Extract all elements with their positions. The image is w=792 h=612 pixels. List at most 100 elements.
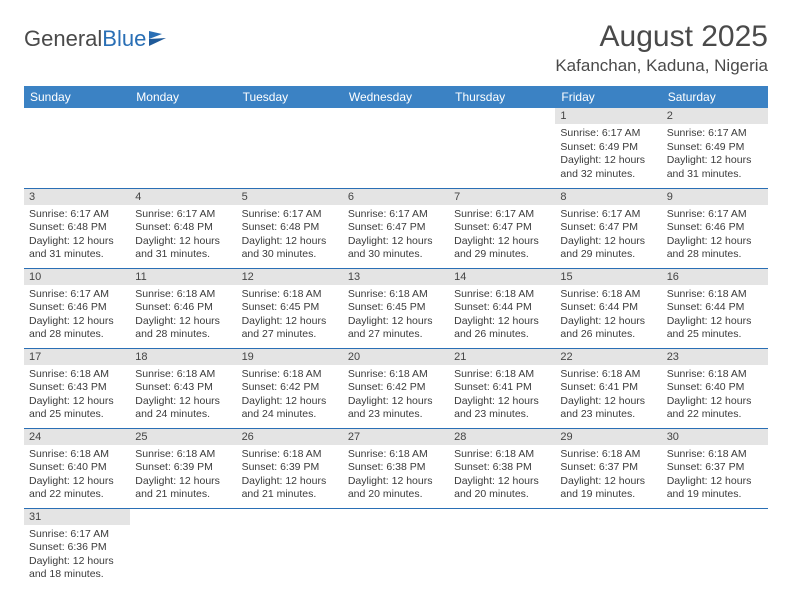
day-number: 27 [343, 429, 449, 445]
location: Kafanchan, Kaduna, Nigeria [555, 56, 768, 76]
day-text: Sunrise: 6:17 AMSunset: 6:46 PMDaylight:… [24, 285, 130, 348]
calendar-cell: 6Sunrise: 6:17 AMSunset: 6:47 PMDaylight… [343, 188, 449, 268]
calendar-cell [343, 508, 449, 588]
day-text: Sunrise: 6:18 AMSunset: 6:39 PMDaylight:… [237, 445, 343, 508]
calendar-cell: 23Sunrise: 6:18 AMSunset: 6:40 PMDayligh… [662, 348, 768, 428]
day-text: Sunrise: 6:18 AMSunset: 6:41 PMDaylight:… [555, 365, 661, 428]
day-number: 12 [237, 269, 343, 285]
calendar-cell: 18Sunrise: 6:18 AMSunset: 6:43 PMDayligh… [130, 348, 236, 428]
day-text: Sunrise: 6:17 AMSunset: 6:47 PMDaylight:… [343, 205, 449, 268]
calendar-cell: 26Sunrise: 6:18 AMSunset: 6:39 PMDayligh… [237, 428, 343, 508]
flag-icon [148, 30, 170, 48]
day-number: 7 [449, 189, 555, 205]
calendar-cell: 22Sunrise: 6:18 AMSunset: 6:41 PMDayligh… [555, 348, 661, 428]
day-header: Thursday [449, 86, 555, 108]
day-number: 10 [24, 269, 130, 285]
calendar-cell: 9Sunrise: 6:17 AMSunset: 6:46 PMDaylight… [662, 188, 768, 268]
day-number: 25 [130, 429, 236, 445]
day-number: 14 [449, 269, 555, 285]
calendar-cell: 17Sunrise: 6:18 AMSunset: 6:43 PMDayligh… [24, 348, 130, 428]
month-title: August 2025 [555, 20, 768, 54]
day-number: 9 [662, 189, 768, 205]
day-number: 20 [343, 349, 449, 365]
logo: GeneralBlue [24, 26, 170, 52]
day-number: 3 [24, 189, 130, 205]
calendar-cell: 20Sunrise: 6:18 AMSunset: 6:42 PMDayligh… [343, 348, 449, 428]
day-text: Sunrise: 6:18 AMSunset: 6:45 PMDaylight:… [343, 285, 449, 348]
day-header: Wednesday [343, 86, 449, 108]
calendar-head: SundayMondayTuesdayWednesdayThursdayFrid… [24, 86, 768, 108]
calendar-cell: 25Sunrise: 6:18 AMSunset: 6:39 PMDayligh… [130, 428, 236, 508]
day-number: 4 [130, 189, 236, 205]
calendar-cell: 8Sunrise: 6:17 AMSunset: 6:47 PMDaylight… [555, 188, 661, 268]
calendar-cell: 7Sunrise: 6:17 AMSunset: 6:47 PMDaylight… [449, 188, 555, 268]
title-block: August 2025 Kafanchan, Kaduna, Nigeria [555, 20, 768, 76]
day-text: Sunrise: 6:18 AMSunset: 6:39 PMDaylight:… [130, 445, 236, 508]
day-header: Monday [130, 86, 236, 108]
logo-text-1: General [24, 26, 102, 52]
calendar-cell: 27Sunrise: 6:18 AMSunset: 6:38 PMDayligh… [343, 428, 449, 508]
calendar-cell: 21Sunrise: 6:18 AMSunset: 6:41 PMDayligh… [449, 348, 555, 428]
day-text: Sunrise: 6:18 AMSunset: 6:45 PMDaylight:… [237, 285, 343, 348]
day-number: 28 [449, 429, 555, 445]
day-header: Saturday [662, 86, 768, 108]
calendar-body: 1Sunrise: 6:17 AMSunset: 6:49 PMDaylight… [24, 108, 768, 588]
calendar-cell: 12Sunrise: 6:18 AMSunset: 6:45 PMDayligh… [237, 268, 343, 348]
day-text: Sunrise: 6:18 AMSunset: 6:42 PMDaylight:… [343, 365, 449, 428]
day-text: Sunrise: 6:18 AMSunset: 6:41 PMDaylight:… [449, 365, 555, 428]
calendar-cell [449, 108, 555, 188]
day-number: 31 [24, 509, 130, 525]
day-number: 2 [662, 108, 768, 124]
day-number: 26 [237, 429, 343, 445]
calendar: SundayMondayTuesdayWednesdayThursdayFrid… [24, 86, 768, 588]
day-number: 11 [130, 269, 236, 285]
day-number: 13 [343, 269, 449, 285]
day-text: Sunrise: 6:18 AMSunset: 6:43 PMDaylight:… [130, 365, 236, 428]
calendar-cell: 1Sunrise: 6:17 AMSunset: 6:49 PMDaylight… [555, 108, 661, 188]
day-text: Sunrise: 6:17 AMSunset: 6:49 PMDaylight:… [555, 124, 661, 187]
calendar-cell: 13Sunrise: 6:18 AMSunset: 6:45 PMDayligh… [343, 268, 449, 348]
day-text: Sunrise: 6:18 AMSunset: 6:44 PMDaylight:… [449, 285, 555, 348]
day-number: 17 [24, 349, 130, 365]
day-number: 6 [343, 189, 449, 205]
calendar-cell: 19Sunrise: 6:18 AMSunset: 6:42 PMDayligh… [237, 348, 343, 428]
day-number: 19 [237, 349, 343, 365]
day-text: Sunrise: 6:17 AMSunset: 6:48 PMDaylight:… [24, 205, 130, 268]
day-number: 23 [662, 349, 768, 365]
calendar-cell [130, 508, 236, 588]
day-number: 1 [555, 108, 661, 124]
calendar-cell [662, 508, 768, 588]
day-number: 18 [130, 349, 236, 365]
day-number: 5 [237, 189, 343, 205]
day-number: 15 [555, 269, 661, 285]
day-header: Tuesday [237, 86, 343, 108]
day-text: Sunrise: 6:17 AMSunset: 6:47 PMDaylight:… [555, 205, 661, 268]
calendar-cell: 5Sunrise: 6:17 AMSunset: 6:48 PMDaylight… [237, 188, 343, 268]
day-number: 22 [555, 349, 661, 365]
day-text: Sunrise: 6:17 AMSunset: 6:48 PMDaylight:… [237, 205, 343, 268]
calendar-cell [237, 508, 343, 588]
day-text: Sunrise: 6:17 AMSunset: 6:36 PMDaylight:… [24, 525, 130, 588]
day-text: Sunrise: 6:18 AMSunset: 6:40 PMDaylight:… [24, 445, 130, 508]
day-text: Sunrise: 6:18 AMSunset: 6:44 PMDaylight:… [555, 285, 661, 348]
day-text: Sunrise: 6:18 AMSunset: 6:44 PMDaylight:… [662, 285, 768, 348]
day-text: Sunrise: 6:17 AMSunset: 6:46 PMDaylight:… [662, 205, 768, 268]
day-text: Sunrise: 6:18 AMSunset: 6:42 PMDaylight:… [237, 365, 343, 428]
calendar-cell: 3Sunrise: 6:17 AMSunset: 6:48 PMDaylight… [24, 188, 130, 268]
calendar-cell: 28Sunrise: 6:18 AMSunset: 6:38 PMDayligh… [449, 428, 555, 508]
day-header: Friday [555, 86, 661, 108]
calendar-cell: 15Sunrise: 6:18 AMSunset: 6:44 PMDayligh… [555, 268, 661, 348]
calendar-cell: 11Sunrise: 6:18 AMSunset: 6:46 PMDayligh… [130, 268, 236, 348]
day-number: 21 [449, 349, 555, 365]
day-text: Sunrise: 6:17 AMSunset: 6:49 PMDaylight:… [662, 124, 768, 187]
day-text: Sunrise: 6:18 AMSunset: 6:37 PMDaylight:… [555, 445, 661, 508]
calendar-cell: 24Sunrise: 6:18 AMSunset: 6:40 PMDayligh… [24, 428, 130, 508]
calendar-cell [555, 508, 661, 588]
calendar-cell: 10Sunrise: 6:17 AMSunset: 6:46 PMDayligh… [24, 268, 130, 348]
day-text: Sunrise: 6:18 AMSunset: 6:38 PMDaylight:… [449, 445, 555, 508]
calendar-cell [130, 108, 236, 188]
day-number: 16 [662, 269, 768, 285]
calendar-cell: 16Sunrise: 6:18 AMSunset: 6:44 PMDayligh… [662, 268, 768, 348]
day-text: Sunrise: 6:18 AMSunset: 6:43 PMDaylight:… [24, 365, 130, 428]
calendar-cell [343, 108, 449, 188]
